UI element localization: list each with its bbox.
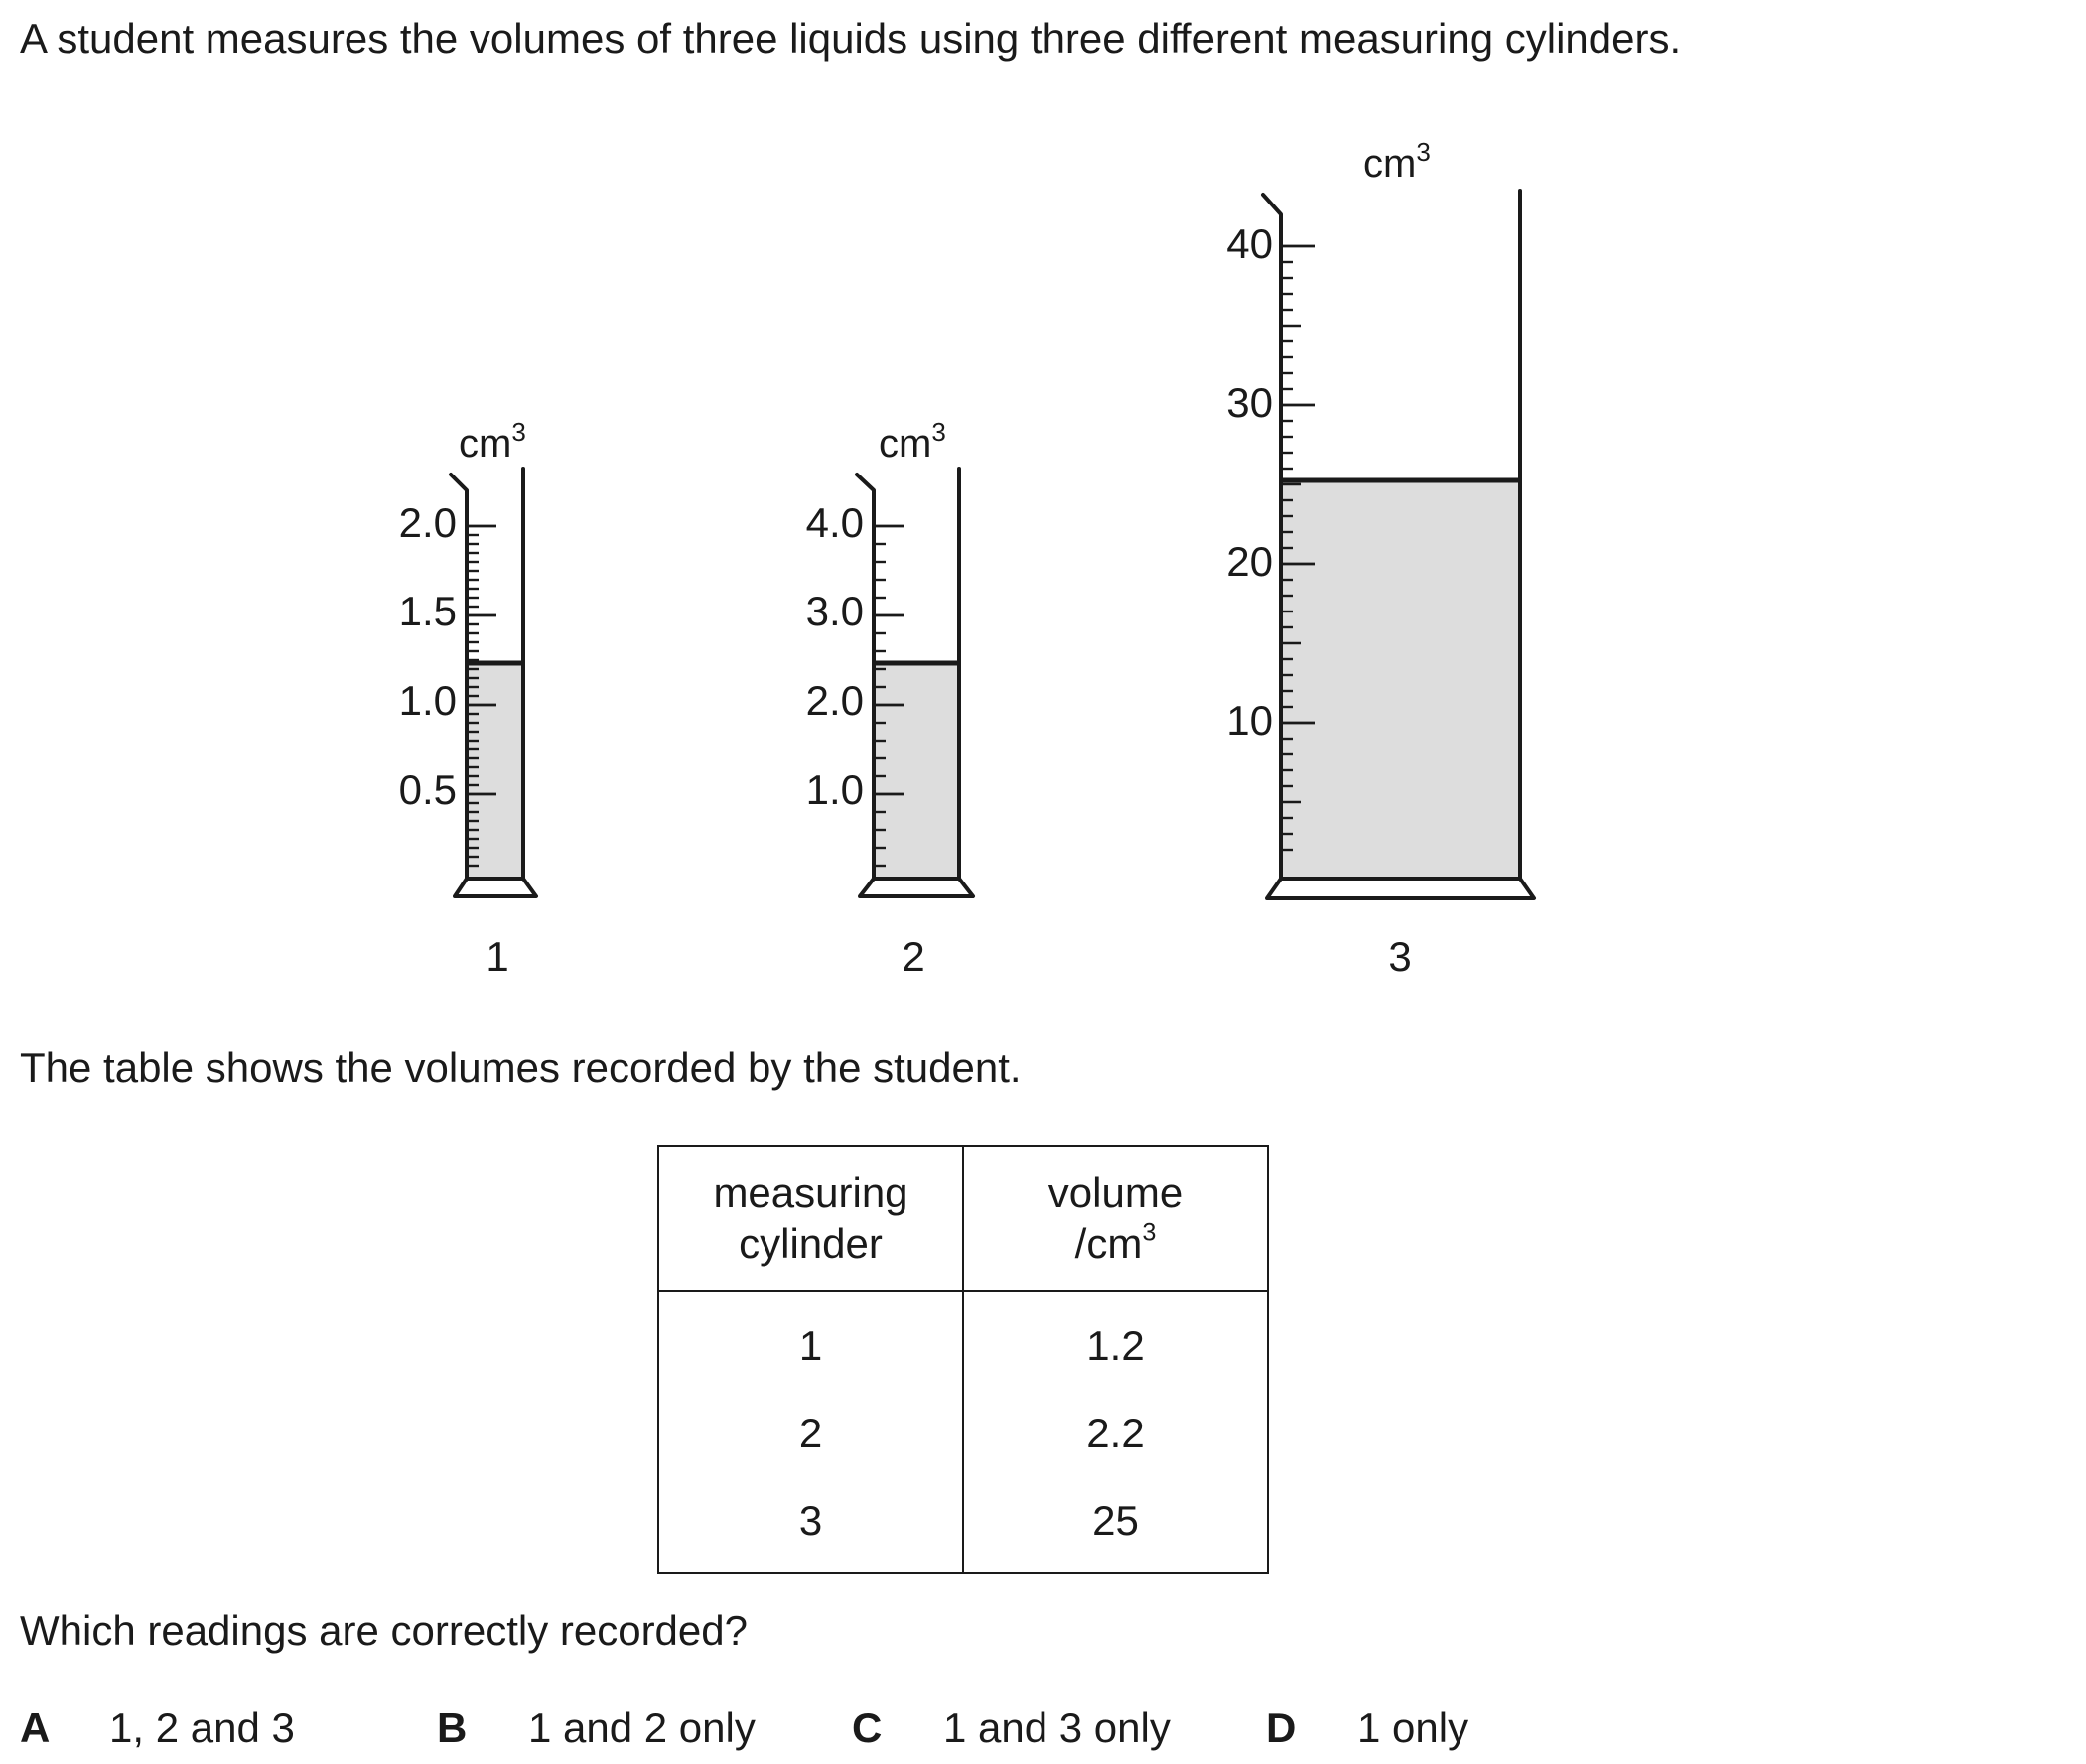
intro-text: A student measures the volumes of three … bbox=[20, 15, 1682, 62]
cylinder-3-scale-label: 10 bbox=[1226, 697, 1273, 744]
table-cell-volume: 1.2 2.2 25 bbox=[962, 1290, 1269, 1574]
measuring-cylinders-diagram: cm3 2.0 1.5 1.0 0.5 1 cm3 4.0 3.0 2.0 1.… bbox=[399, 137, 1536, 980]
cylinder-2-scale-label: 4.0 bbox=[806, 499, 864, 546]
measuring-cylinder-2: cm3 4.0 3.0 2.0 1.0 2 bbox=[806, 417, 975, 980]
option-text: 1, 2 and 3 bbox=[109, 1704, 295, 1751]
cylinder-1-scale-label: 0.5 bbox=[399, 766, 457, 813]
cylinder-2-left-wall bbox=[855, 473, 876, 881]
table-cell-cylinder: 1 2 3 bbox=[657, 1290, 964, 1574]
cylinder-3-scale-label: 20 bbox=[1226, 538, 1273, 585]
liquid-1 bbox=[467, 663, 523, 879]
cylinder-1-base bbox=[453, 877, 538, 898]
cylinder-1-unit-label: cm3 bbox=[459, 417, 526, 466]
measuring-cylinder-1: cm3 2.0 1.5 1.0 0.5 1 bbox=[399, 417, 538, 980]
option-text: 1 only bbox=[1357, 1704, 1469, 1751]
table-row: 1 2 3 1.2 2.2 25 bbox=[657, 1290, 1269, 1574]
cylinder-2-scale-label: 2.0 bbox=[806, 677, 864, 724]
header-volume: volume /cm3 bbox=[962, 1145, 1269, 1292]
option-text: 1 and 3 only bbox=[943, 1704, 1171, 1751]
measuring-cylinder-3: cm3 40 30 20 10 3 bbox=[1226, 137, 1536, 980]
cylinder-2-scale-label: 3.0 bbox=[806, 588, 864, 634]
readings-table: measuring cylinder volume /cm3 1 2 3 1.2 bbox=[657, 1145, 1269, 1574]
option-letter: B bbox=[437, 1704, 468, 1751]
cylinder-3-unit-label: cm3 bbox=[1363, 137, 1431, 186]
cylinder-1-scale-label: 1.0 bbox=[399, 677, 457, 724]
cylinder-3-scale-label: 30 bbox=[1226, 379, 1273, 426]
cylinder-3-scale-ticks bbox=[1281, 244, 1315, 852]
option-text: 1 and 2 only bbox=[528, 1704, 756, 1751]
header-measuring-cylinder: measuring cylinder bbox=[657, 1145, 964, 1292]
question-text: Which readings are correctly recorded? bbox=[20, 1607, 748, 1654]
cylinder-1-number: 1 bbox=[486, 933, 508, 980]
cylinder-3-number: 3 bbox=[1388, 933, 1411, 980]
liquid-2 bbox=[874, 663, 959, 879]
cylinder-1-scale-label: 2.0 bbox=[399, 499, 457, 546]
cylinder-2-number: 2 bbox=[902, 933, 924, 980]
cylinder-2-scale-label: 1.0 bbox=[806, 766, 864, 813]
cylinder-3-scale-label: 40 bbox=[1226, 220, 1273, 267]
cylinder-2-unit-label: cm3 bbox=[879, 417, 946, 466]
cylinder-3-base bbox=[1265, 877, 1536, 900]
table-header-row: measuring cylinder volume /cm3 bbox=[657, 1145, 1269, 1292]
cylinder-1-scale-label: 1.5 bbox=[399, 588, 457, 634]
cylinder-2-base bbox=[858, 877, 975, 898]
option-letter: D bbox=[1266, 1704, 1297, 1751]
option-letter: A bbox=[20, 1704, 51, 1751]
cylinder-1-scale-ticks bbox=[467, 524, 496, 868]
option-letter: C bbox=[852, 1704, 883, 1751]
liquid-3 bbox=[1281, 480, 1520, 879]
table-intro-text: The table shows the volumes recorded by … bbox=[20, 1044, 1022, 1091]
cylinder-2-scale-ticks bbox=[874, 524, 904, 868]
cylinder-3-left-wall bbox=[1261, 193, 1283, 881]
